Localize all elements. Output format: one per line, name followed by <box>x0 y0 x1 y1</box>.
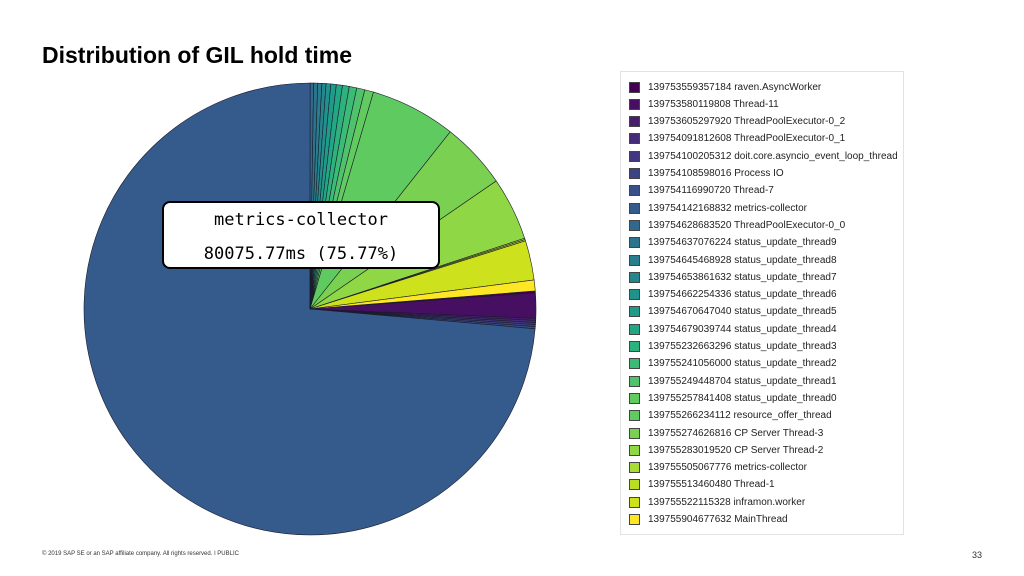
legend-item[interactable]: 139755257841408 status_update_thread0 <box>629 391 837 405</box>
legend-swatch <box>629 289 640 301</box>
legend-item[interactable]: 139753559357184 raven.AsyncWorker <box>629 80 821 94</box>
legend-item[interactable]: 139755505067776 metrics-collector <box>629 461 807 475</box>
legend-label: 139755513460480 Thread-1 <box>648 479 775 491</box>
legend-item[interactable]: 139754679039744 status_update_thread4 <box>629 322 837 336</box>
legend-label: 139755257841408 status_update_thread0 <box>648 392 837 404</box>
legend-item[interactable]: 139753580119808 Thread-11 <box>629 97 779 111</box>
legend-item[interactable]: 139755274626816 CP Server Thread-3 <box>629 426 823 440</box>
legend-item[interactable]: 139755249448704 status_update_thread1 <box>629 374 837 388</box>
legend-item[interactable]: 139755513460480 Thread-1 <box>629 478 775 492</box>
legend-label: 139755232663296 status_update_thread3 <box>648 341 837 352</box>
legend-swatch <box>629 150 640 162</box>
legend-label: 139755241056000 status_update_thread2 <box>648 358 837 370</box>
legend-item[interactable]: 139754645468928 status_update_thread8 <box>629 253 837 267</box>
legend-label: 139754628683520 ThreadPoolExecutor-0_0 <box>648 219 846 231</box>
legend-item[interactable]: 139755522115328 inframon.worker <box>629 495 805 509</box>
legend-swatch <box>629 392 640 404</box>
legend-item[interactable]: 139754662254336 status_update_thread6 <box>629 288 837 302</box>
legend-item[interactable]: 139754100205312 doit.core.asyncio_event_… <box>629 149 898 163</box>
legend-item[interactable]: 139755904677632 MainThread <box>629 513 788 527</box>
slice-tooltip: metrics-collector 80075.77ms (75.77%) <box>162 201 440 269</box>
legend-swatch <box>629 323 640 335</box>
legend-swatch <box>629 237 640 249</box>
legend-swatch <box>629 116 640 128</box>
legend-label: 139755249448704 status_update_thread1 <box>648 375 837 387</box>
legend-item[interactable]: 139755241056000 status_update_thread2 <box>629 357 837 371</box>
legend-label: 139755266234112 resource_offer_thread <box>648 410 832 422</box>
legend-label: 139755904677632 MainThread <box>648 514 788 525</box>
legend-swatch <box>629 185 640 197</box>
legend-label: 139754142168832 metrics-collector <box>648 202 807 214</box>
legend-item[interactable]: 139753605297920 ThreadPoolExecutor-0_2 <box>629 115 845 129</box>
chart-legend: 139753559357184 raven.AsyncWorker 1397535… <box>620 71 904 535</box>
pie-slice-7[interactable] <box>83 82 536 536</box>
legend-label: 139754100205312 doit.core.asyncio_event_… <box>648 150 898 162</box>
legend-item[interactable]: 139754637076224 status_update_thread9 <box>629 236 837 250</box>
legend-swatch <box>629 358 640 370</box>
legend-label: 139754091812608 ThreadPoolExecutor-0_1 <box>648 133 846 145</box>
legend-label: 139754116990720 Thread-7 <box>648 185 774 197</box>
legend-item[interactable]: 139754108598016 Process IO <box>629 167 784 181</box>
legend-label: 139754108598016 Process IO <box>648 168 784 179</box>
legend-label: 139754653861632 status_update_thread7 <box>648 271 837 283</box>
legend-item[interactable]: 139754142168832 metrics-collector <box>629 201 807 215</box>
legend-swatch <box>629 410 640 422</box>
legend-swatch <box>629 98 640 110</box>
legend-swatch <box>629 271 640 283</box>
legend-item[interactable]: 139755232663296 status_update_thread3 <box>629 340 837 354</box>
legend-swatch <box>629 462 640 474</box>
legend-label: 139755522115328 inframon.worker <box>648 496 806 508</box>
legend-item[interactable]: 139755283019520 CP Server Thread-2 <box>629 443 823 457</box>
legend-swatch <box>629 81 640 93</box>
legend-label: 139754645468928 status_update_thread8 <box>648 254 837 266</box>
legend-item[interactable]: 139754091812608 ThreadPoolExecutor-0_1 <box>629 132 845 146</box>
legend-label: 139753605297920 ThreadPoolExecutor-0_2 <box>648 116 846 128</box>
legend-item[interactable]: 139755266234112 resource_offer_thread <box>629 409 832 423</box>
legend-item[interactable]: 139754628683520 ThreadPoolExecutor-0_0 <box>629 218 845 232</box>
legend-label: 139755274626816 CP Server Thread-3 <box>648 427 824 439</box>
legend-swatch <box>629 254 640 266</box>
legend-label: 139754670647040 status_update_thread5 <box>648 306 837 318</box>
legend-swatch <box>629 306 640 318</box>
tooltip-value: 80075.77ms (75.77%) <box>203 244 399 264</box>
legend-swatch <box>629 375 640 387</box>
legend-item[interactable]: 139754116990720 Thread-7 <box>629 184 774 198</box>
slide-title: Distribution of GIL hold time <box>42 42 353 68</box>
legend-swatch <box>629 202 640 214</box>
legend-label: 139755283019520 CP Server Thread-2 <box>648 444 824 456</box>
page-number: 33 <box>971 550 982 560</box>
legend-label: 139754662254336 status_update_thread6 <box>648 289 837 301</box>
pie-slice-25[interactable] <box>309 279 536 310</box>
legend-swatch <box>629 496 640 508</box>
legend-swatch <box>629 219 640 231</box>
legend-swatch <box>629 427 640 439</box>
legend-item[interactable]: 139754653861632 status_update_thread7 <box>629 270 837 284</box>
legend-swatch <box>629 133 640 145</box>
legend-label: 139753580119808 Thread-11 <box>648 98 779 110</box>
legend-item[interactable]: 139754670647040 status_update_thread5 <box>629 305 837 319</box>
tooltip-name: metrics-collector <box>214 210 388 230</box>
legend-label: 139754637076224 status_update_thread9 <box>648 237 837 249</box>
legend-swatch <box>629 168 640 179</box>
copyright-footer: © 2019 SAP SE or an SAP affiliate compan… <box>42 551 239 557</box>
legend-label: 139755505067776 metrics-collector <box>648 462 807 474</box>
legend-swatch <box>629 514 640 525</box>
legend-swatch <box>629 479 640 491</box>
legend-swatch <box>629 341 640 352</box>
legend-swatch <box>629 444 640 456</box>
legend-label: 139753559357184 raven.AsyncWorker <box>648 81 822 93</box>
legend-label: 139754679039744 status_update_thread4 <box>648 323 837 335</box>
